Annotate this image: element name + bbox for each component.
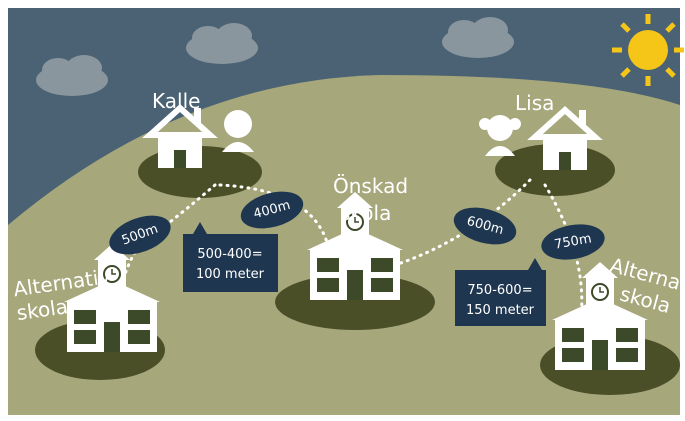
calculation-text: 100 meter [196,267,265,282]
calculation-text: 150 meter [466,303,535,318]
school-label: Önskad [333,174,408,198]
school-label: skola [340,201,391,225]
calculation-text: 500-400= [197,247,262,262]
person-name: Kalle [152,89,200,113]
page: Kalle Lisa Önskad skola Alternativ skola… [0,0,685,421]
person-name: Lisa [515,91,554,115]
calculation-text: 750-600= [467,283,532,298]
illustration: Kalle Lisa Önskad skola Alternativ skola… [0,0,685,421]
